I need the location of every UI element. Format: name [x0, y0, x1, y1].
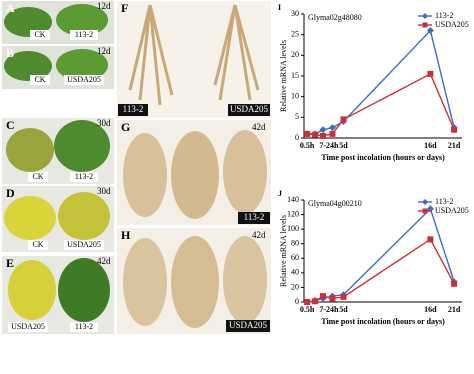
panel-letter: F: [121, 1, 128, 15]
sample-label: USDA205: [11, 322, 45, 331]
panel-letter: B: [6, 46, 14, 60]
panel-letter: J: [278, 189, 282, 198]
point: [319, 132, 326, 139]
point: [340, 116, 347, 123]
sample-label: CK: [34, 75, 45, 84]
legend-marker: [422, 22, 428, 28]
sample-label: 113-2: [75, 172, 93, 181]
y-tick-label: 5: [295, 112, 299, 121]
point: [304, 130, 311, 137]
panel-letter: I: [278, 3, 281, 12]
legend-marker: [422, 13, 428, 19]
chart-title: Glyma04g00210: [308, 199, 362, 208]
point: [329, 295, 336, 302]
point: [340, 293, 347, 300]
x-tick-label: 5d: [339, 141, 348, 150]
y-tick-label: 0: [295, 133, 299, 142]
chart-title: Glyma02g48080: [308, 13, 362, 22]
point: [427, 236, 434, 243]
photo-a: A 12d CK 113-2: [2, 1, 114, 44]
photo-h: H 42d USDA205: [117, 228, 271, 334]
x-tick-label: 0.5h: [300, 141, 315, 150]
x-tick-label: 5d: [339, 305, 348, 314]
x-tick-label: 21d: [448, 305, 461, 314]
sample-label: USDA205: [67, 75, 101, 84]
sample-label: 113-2: [75, 322, 93, 331]
x-tick-label: 0.5h: [300, 305, 315, 314]
y-tick-label: 15: [291, 71, 299, 80]
y-tick-label: 0: [295, 297, 299, 306]
x-axis-label: Time post incolation (hours or days): [321, 153, 445, 162]
panel-letter: C: [6, 118, 15, 132]
sample-label: USDA205: [230, 104, 269, 114]
panel-letter: A: [6, 1, 15, 15]
day-label: 12d: [97, 1, 111, 11]
day-label: 12d: [97, 46, 111, 56]
legend-label: USDA205: [435, 206, 469, 215]
photo-b: B 12d CK USDA205: [2, 46, 114, 89]
y-axis-label: Relative mRNA levels: [279, 215, 288, 287]
sample-label: 113-2: [244, 212, 265, 222]
legend-label: USDA205: [435, 20, 469, 29]
y-tick-label: 80: [291, 239, 299, 248]
x-tick-label: 7-24h: [319, 141, 339, 150]
y-tick-label: 60: [291, 253, 299, 262]
x-tick-label: 7-24h: [319, 305, 339, 314]
y-axis-label: Relative mRNA levels: [279, 40, 288, 112]
photo-g: G 42d 113-2: [117, 120, 271, 225]
point: [304, 299, 311, 305]
panel-letter: E: [6, 256, 14, 270]
y-tick-label: 140: [287, 195, 299, 204]
y-tick-label: 20: [291, 50, 299, 59]
x-tick-label: 21d: [448, 141, 461, 150]
day-label: 42d: [252, 122, 266, 132]
sample-label: 113-2: [123, 104, 144, 114]
y-tick-label: 40: [291, 268, 299, 277]
point: [312, 131, 319, 138]
x-axis-label: Time post incolation (hours or days): [321, 317, 445, 326]
sample-label: 113-2: [75, 30, 93, 39]
photo-d: D 30d CK USDA205: [2, 186, 114, 252]
sample-label: USDA205: [229, 320, 268, 330]
legend-label: 113-2: [435, 197, 453, 206]
sample-label: CK: [32, 172, 43, 181]
day-label: 42d: [97, 256, 111, 266]
legend-marker: [422, 199, 428, 205]
y-tick-label: 100: [287, 224, 299, 233]
x-tick-label: 16d: [424, 141, 437, 150]
photo-c: C 30d CK 113-2: [2, 118, 114, 184]
y-tick-label: 20: [291, 282, 299, 291]
sample-label: USDA205: [67, 240, 101, 249]
panel-letter: H: [121, 228, 131, 242]
y-tick-label: 25: [291, 29, 299, 38]
day-label: 30d: [97, 118, 111, 128]
y-tick-label: 10: [291, 91, 299, 100]
point: [427, 70, 434, 77]
point: [312, 298, 319, 305]
day-label: 42d: [252, 230, 266, 240]
point: [328, 124, 336, 132]
sample-label: CK: [34, 30, 45, 39]
day-label: 30d: [97, 186, 111, 196]
y-tick-label: 120: [287, 209, 299, 218]
photo-e: E 42d USDA205 113-2: [2, 256, 114, 334]
point: [451, 126, 458, 133]
point: [329, 130, 336, 137]
panel-letter: G: [121, 120, 130, 134]
y-tick-label: 30: [291, 9, 299, 18]
point: [319, 293, 326, 300]
panel-letter: D: [6, 186, 15, 200]
point: [451, 280, 458, 287]
sample-label: CK: [32, 240, 43, 249]
legend-marker: [422, 208, 428, 214]
photo-f: F 113-2 USDA205: [117, 1, 271, 118]
point: [426, 27, 434, 35]
x-tick-label: 16d: [424, 305, 437, 314]
legend-label: 113-2: [435, 11, 453, 20]
point: [319, 126, 327, 134]
